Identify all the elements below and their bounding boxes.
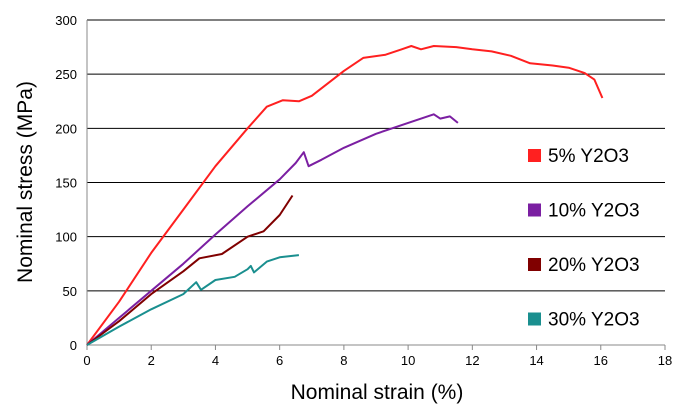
x-tick-label-6: 6	[276, 353, 283, 368]
legend-swatch-3	[528, 258, 541, 271]
x-tick-label-4: 4	[212, 353, 219, 368]
gridlines	[87, 19, 665, 292]
x-tick-label-0: 0	[83, 353, 90, 368]
series-line-1	[86, 45, 604, 346]
legend-label-2: 10% Y2O3	[548, 201, 640, 222]
legend-label-4: 30% Y2O3	[548, 310, 640, 331]
x-tick-label-8: 8	[340, 353, 347, 368]
x-tick-label-18: 18	[658, 353, 672, 368]
y-tick-label-100: 100	[55, 230, 77, 245]
y-tick-label-250: 250	[55, 67, 77, 82]
series-line-2	[86, 113, 459, 346]
series-line-3	[86, 194, 294, 346]
x-tick-label-14: 14	[529, 353, 543, 368]
y-axis-title: Nominal stress (MPa)	[14, 81, 37, 283]
legend-swatch-2	[528, 203, 541, 217]
series-line-4	[86, 254, 300, 346]
x-tick-label-2: 2	[148, 353, 155, 368]
x-tick-label-16: 16	[594, 353, 608, 368]
legend-label-3: 20% Y2O3	[548, 255, 640, 276]
y-tick-label-200: 200	[55, 121, 77, 136]
legend-swatch-4	[528, 312, 541, 326]
x-tick-label-12: 12	[465, 353, 479, 368]
x-tick-label-10: 10	[401, 353, 415, 368]
axes	[86, 20, 666, 350]
legend-swatch-1	[528, 149, 541, 162]
y-tick-label-50: 50	[63, 284, 77, 299]
y-tick-label-150: 150	[55, 176, 77, 191]
legend-label-1: 5% Y2O3	[548, 146, 629, 167]
tick-labels: 0 50 100 150 200 250 300 0 2 4 6 8 10 12 14 16 18	[55, 13, 672, 368]
y-tick-label-300: 300	[55, 13, 77, 28]
legend: 5% Y2O3 10% Y2O3 20% Y2O3 30% Y2O3	[528, 146, 640, 331]
x-axis-title: Nominal strain (%)	[291, 381, 464, 404]
series-lines	[86, 45, 604, 346]
y-tick-label-0: 0	[70, 338, 77, 353]
